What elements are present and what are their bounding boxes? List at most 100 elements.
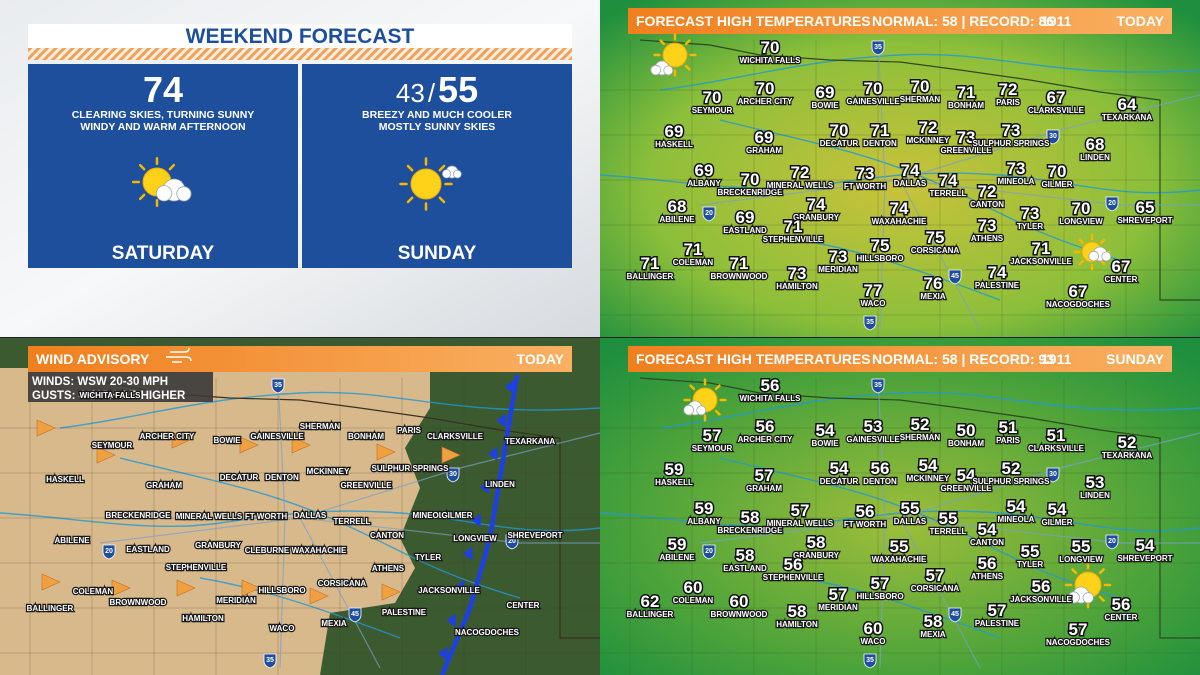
temperature: 56: [784, 555, 803, 574]
shield-bg: [863, 315, 877, 331]
temperature: 57: [1069, 620, 1088, 639]
temperature: 57: [755, 466, 774, 485]
river: [600, 172, 1200, 194]
city-label: PALESTINE: [382, 608, 427, 617]
city-label: ATHENS: [971, 572, 1004, 581]
temperature: 71: [871, 121, 890, 140]
interstate: [699, 377, 1200, 669]
sun-ray: [1098, 568, 1105, 575]
temperature: 56: [1112, 595, 1131, 614]
separator: /: [428, 78, 436, 108]
interstate: [699, 39, 1200, 331]
temperature: 73: [1021, 204, 1040, 223]
city-label: MERIDIAN: [818, 603, 858, 612]
temperature: 55: [890, 537, 909, 556]
temperature: 75: [871, 236, 890, 255]
city-label: PALESTINE: [975, 619, 1020, 628]
city-label: TYLER: [415, 553, 441, 562]
temperature: 54: [978, 520, 997, 539]
shield-number: 30: [1049, 133, 1057, 140]
shield-bg: [948, 607, 962, 623]
temperature: 57: [791, 501, 810, 520]
cloud: [453, 169, 462, 179]
shield-number: 35: [274, 382, 282, 389]
city-label: CENTER: [1105, 613, 1138, 622]
sun-ray: [1078, 238, 1085, 245]
city-label: BALLINGER: [27, 604, 74, 613]
river: [799, 239, 1001, 301]
desc: WINDY AND WARM AFTERNOON: [80, 121, 245, 133]
front-triangle: [463, 546, 473, 561]
temperature: 70: [830, 121, 849, 140]
temperature: 69: [755, 128, 774, 147]
front-triangle: [446, 613, 456, 628]
shield-bg: [505, 534, 519, 550]
temperature: 73: [856, 164, 875, 183]
temperature: 58: [924, 612, 943, 631]
shield-number: 45: [951, 273, 959, 280]
shield-bg: [863, 653, 877, 669]
wind-icon: [166, 347, 192, 363]
title-bar: [28, 24, 572, 48]
city-label: BOWIE: [811, 439, 839, 448]
shield-number: 30: [1049, 471, 1057, 478]
city-label: SHERMAN: [300, 422, 341, 431]
weather-icon: [1073, 233, 1112, 271]
city-label: WICHITA FALLS: [740, 56, 802, 65]
city-label: HILLSBORO: [856, 592, 903, 601]
temperature: 70: [1048, 162, 1067, 181]
sun-ray: [138, 163, 146, 171]
temperature: 70: [1072, 199, 1091, 218]
cloud: [1082, 592, 1094, 604]
sun-ray: [714, 409, 721, 416]
city-label: LONGVIEW: [453, 534, 497, 543]
wind-arrow: [36, 419, 56, 437]
wind-arrow: [176, 579, 196, 597]
city-label: MINEOLA: [413, 511, 450, 520]
temperature: 59: [668, 535, 687, 554]
city-label: STEPHENVILLE: [763, 235, 824, 244]
city-label: DENTON: [863, 477, 897, 486]
sun-ray: [689, 384, 696, 391]
temperature: 56: [856, 502, 875, 521]
temperature: 54: [1048, 500, 1067, 519]
city-label: BROWNWOOD: [110, 598, 167, 607]
river: [0, 510, 600, 532]
temperature: 72: [791, 163, 810, 182]
header-title: FORECAST HIGH TEMPERATURES: [636, 351, 871, 367]
temperature: 50: [957, 421, 976, 440]
city-label: ATHENS: [372, 564, 405, 573]
front-triangle: [480, 480, 489, 494]
shield-bg: [1046, 129, 1060, 145]
city-label: DALLAS: [894, 517, 927, 526]
temperature: 56: [761, 376, 780, 395]
temperature: 67: [1112, 257, 1131, 276]
wind-arrow: [239, 436, 259, 454]
temperature: 68: [1086, 135, 1105, 154]
temperature: 73: [1002, 121, 1021, 140]
temperature: 74: [807, 195, 826, 214]
temperature: 58: [736, 546, 755, 565]
wind-arrow: [96, 446, 116, 464]
front-triangle: [488, 446, 498, 461]
city-label: GREENVILLE: [940, 484, 992, 493]
city-label: BOWIE: [811, 101, 839, 110]
city-label: MINERAL WELLS: [176, 512, 243, 521]
city-label: ABILENE: [54, 536, 90, 545]
city-label: HAMILTON: [182, 614, 224, 623]
temperature: 74: [939, 171, 958, 190]
shield-number: 20: [508, 538, 516, 545]
city-label: HILLSBORO: [856, 254, 903, 263]
temperature: 74: [901, 161, 920, 180]
city-label: SULPHUR SPRINGS: [973, 139, 1051, 148]
temp-map: 35 30 20 20 45 35 FORECAST HIGH TEMPERATURES SU…: [600, 338, 1200, 675]
river: [600, 510, 1200, 532]
temperature: 58: [741, 508, 760, 527]
temperature: 69: [665, 122, 684, 141]
stripe: [28, 48, 572, 60]
city-label: GILMER: [1041, 518, 1072, 527]
temperature: 69: [816, 83, 835, 102]
city-label: SEYMOUR: [692, 444, 733, 453]
sun-ray: [406, 164, 414, 172]
shield-bg: [948, 269, 962, 285]
